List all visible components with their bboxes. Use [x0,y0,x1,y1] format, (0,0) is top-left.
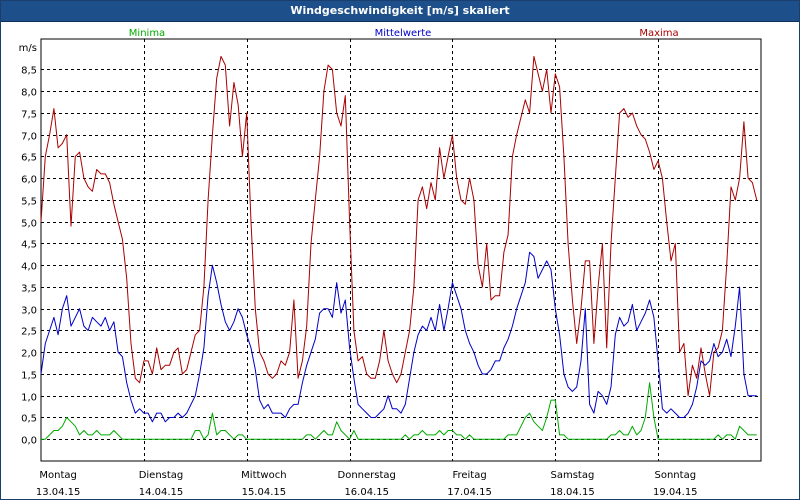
legend-mittelwerte: Mittelwerte [375,28,432,39]
legend-maxima: Maxima [639,28,678,39]
day-name-label: Montag [39,470,76,481]
y-tick-label: 3,0 [21,306,37,317]
day-date-label: 19.04.15 [653,487,698,498]
y-tick-label: 0,0 [21,436,37,447]
y-tick-label: 8,0 [21,88,37,99]
day-date-label: 16.04.15 [344,487,389,498]
day-name-label: Mittwoch [241,470,286,481]
y-tick-label: 3,5 [21,284,37,295]
y-tick-label: 4,0 [21,262,37,273]
series-line-minima [41,382,757,440]
y-tick-label: 1,5 [21,371,37,382]
day-name-label: Donnerstag [338,470,396,481]
y-tick-label: 5,5 [21,197,37,208]
chart-title: Windgeschwindigkeit [m/s] skaliert [290,4,510,17]
y-tick-label: 6,0 [21,175,37,186]
day-date-label: 18.04.15 [550,487,595,498]
y-tick-label: 1,0 [21,393,37,404]
plot-area [40,38,762,462]
day-name-label: Sonntag [655,470,697,481]
y-tick-label: 6,5 [21,153,37,164]
day-date-label: 13.04.15 [36,487,81,498]
series-line-mittelwerte [40,251,757,423]
y-tick-label: 5,0 [21,219,37,230]
day-name-label: Freitag [452,470,486,481]
series-line-maxima [40,55,758,397]
day-name-label: Samstag [551,470,595,481]
title-bar: Windgeschwindigkeit [m/s] skaliert [1,1,799,22]
y-tick-label: 2,0 [21,349,37,360]
y-tick-label: 4,5 [21,240,37,251]
day-name-label: Dienstag [139,470,184,481]
day-date-label: 15.04.15 [242,487,287,498]
legend-minima: Minima [129,28,165,39]
y-tick-label: 2,5 [21,327,37,338]
y-axis-unit-label: m/s [19,43,37,54]
y-tick-label: 7,0 [21,132,37,143]
y-tick-label: 7,5 [21,110,37,121]
day-date-label: 17.04.15 [447,487,492,498]
y-tick-label: 8,5 [21,66,37,77]
y-tick-label: 0,5 [21,414,37,425]
day-date-label: 14.04.15 [139,487,184,498]
